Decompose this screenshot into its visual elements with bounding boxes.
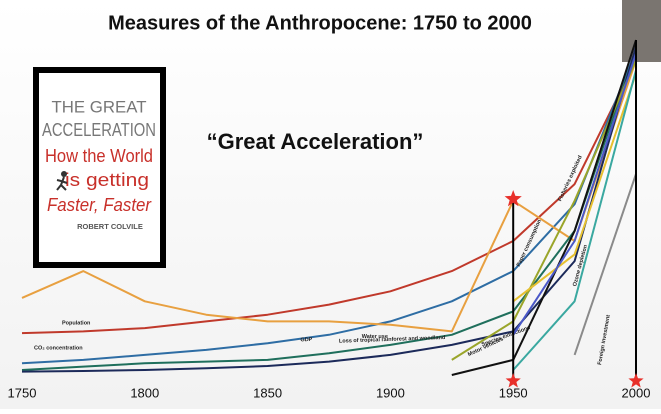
plot-area: 1750 1800 1850 1900 1950 2000 Population CO₂ co… <box>8 39 651 400</box>
series-line <box>21 46 637 373</box>
series-line <box>451 59 637 361</box>
book-subtitle: is getting <box>65 170 149 190</box>
book-cover: THE GREAT ACCELERATION How the World is … <box>33 67 166 268</box>
series-label: Water use <box>362 334 388 340</box>
series-label: Population <box>62 321 91 327</box>
x-tick-label: 1950 <box>499 385 528 400</box>
runner-icon <box>61 171 67 177</box>
book-subtitle: Faster, Faster <box>47 195 152 215</box>
runner-icon <box>56 176 68 191</box>
star-marker <box>504 190 522 207</box>
star-marker <box>628 373 644 388</box>
chart-title: Measures of the Anthropocene: 1750 to 20… <box>108 12 532 34</box>
book-title: ACCELERATION <box>42 120 156 140</box>
series-label: CO₂ concentration <box>34 346 83 352</box>
book-title: THE GREAT <box>52 97 147 116</box>
series-line <box>451 39 637 376</box>
x-tick-label: 1750 <box>8 385 37 400</box>
book-page <box>39 73 160 262</box>
series-line <box>512 73 637 303</box>
book-author: ROBERT COLVILE <box>77 222 143 231</box>
series-line <box>21 59 637 335</box>
series-line <box>21 49 637 365</box>
x-tick-label: 1850 <box>253 385 282 400</box>
x-tick-label: 1800 <box>130 385 159 400</box>
series-line <box>573 173 637 356</box>
series-line <box>512 53 637 336</box>
series-line <box>21 59 637 333</box>
x-tick-label: 2000 <box>622 385 651 400</box>
annotation: “Great Acceleration” <box>207 129 424 154</box>
series-label: GDP <box>300 337 312 343</box>
x-tick-label: 1900 <box>376 385 405 400</box>
book-subtitle: How the World <box>45 146 153 166</box>
series-line <box>512 69 637 371</box>
star-marker <box>505 373 521 388</box>
webcam-overlay <box>622 0 661 62</box>
series-label: Loss of tropical rainforest and woodland <box>339 335 445 345</box>
